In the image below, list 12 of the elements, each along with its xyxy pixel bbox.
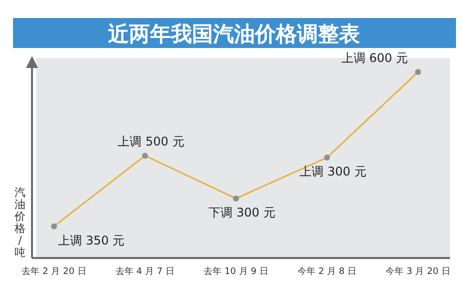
x-tick-label: 去年 4 月 7 日 <box>116 266 174 277</box>
chart-title: 近两年我国汽油价格调整表 <box>107 22 360 46</box>
x-tick-label: 去年 10 月 9 日 <box>204 266 268 277</box>
annotation: 上调 600 元 <box>341 51 408 65</box>
x-tick-label: 今年 2 月 8 日 <box>298 266 356 277</box>
x-tick-label: 今年 3 月 20 日 <box>386 266 450 277</box>
annotation: 上调 350 元 <box>58 233 125 248</box>
y-axis-title: 汽油价格/吨 <box>14 186 26 259</box>
annotation: 上调 500 元 <box>118 134 184 149</box>
annotation: 下调 300 元 <box>208 205 276 220</box>
annotation: 上调 300 元 <box>300 164 366 179</box>
x-tick-label: 去年 2 月 20 日 <box>22 266 86 277</box>
